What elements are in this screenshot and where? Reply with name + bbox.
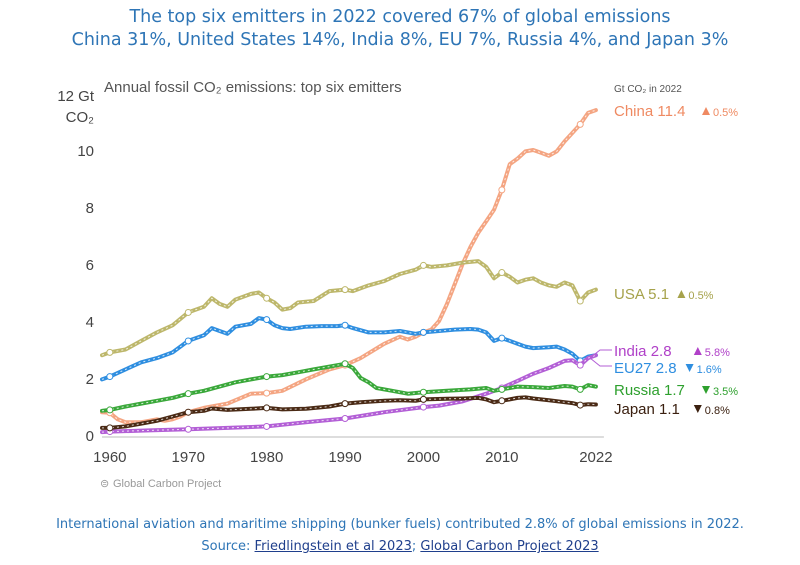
series-label-china: China 11.4 [614,103,685,120]
x-tick-label: 1980 [250,449,283,466]
series-label-india: India 2.8 [614,343,672,360]
series-marker-india [419,403,427,411]
y-tick-label: 2 [86,371,94,388]
series-line-dots-usa [101,260,597,356]
series-label-russia: Russia 1.7 [614,382,685,399]
series-marker-eu27 [184,337,192,345]
chart-subtitle: Annual fossil CO₂ emissions: top six emi… [104,79,402,96]
y-tick-label: 10 [77,143,94,160]
series-marker-india [576,361,584,369]
headline-title: The top six emitters in 2022 covered 67%… [129,7,671,27]
series-line-usa [100,259,598,358]
series-marker-japan [341,400,349,408]
series-marker-russia [576,385,584,393]
x-tick-label: 1970 [172,449,205,466]
series-marker-russia [498,385,506,393]
series-marker-usa [419,261,427,269]
series-marker-india [341,414,349,422]
series-marker-china [263,389,271,397]
series-marker-usa [184,308,192,316]
series-line-dots-eu27 [101,317,596,380]
series-change-china: 0.5% [713,107,738,119]
source-link-friedlingstein[interactable]: Friedlingstein et al 2023 [254,539,412,554]
emissions-chart: Annual fossil CO₂ emissions: top six emi… [57,79,738,490]
series-marker-eu27 [498,334,506,342]
series-marker-usa [498,269,506,277]
series-change-india: 5.8% [705,347,730,359]
series-line-eu27 [100,316,598,382]
series-marker-japan [576,401,584,409]
footer-source: Source: Friedlingstein et al 2023; Globa… [0,538,800,556]
series-marker-usa [576,297,584,305]
series-label-eu27: EU27 2.8 [614,360,677,377]
y-tick-label: 8 [86,200,94,217]
y-tick-label: 6 [86,257,94,274]
series-line-dots-japan [102,396,596,429]
series-marker-china [498,186,506,194]
arrow-down-icon [693,405,702,413]
series-marker-japan [419,395,427,403]
series-marker-russia [106,406,114,414]
source-link-gcp[interactable]: Global Carbon Project 2023 [420,539,599,554]
series-marker-japan [498,397,506,405]
series-marker-eu27 [419,328,427,336]
series-change-usa: 0.5% [688,290,713,302]
series-label-usa: USA 5.1 [614,286,669,303]
series-change-japan: 0.8% [705,405,730,417]
arrow-up-icon [702,107,710,115]
y-tick-label: 0 [86,428,94,445]
label-bracket [589,349,612,367]
x-tick-label: 1990 [328,449,361,466]
series-marker-russia [341,360,349,368]
series-marker-eu27 [341,321,349,329]
source-prefix: Source: [201,539,255,554]
headline-subtitle: China 31%, United States 14%, India 8%, … [71,30,729,50]
series-line-dots-china [101,109,597,423]
series-marker-russia [184,390,192,398]
series-change-russia: 3.5% [713,386,738,398]
series-marker-eu27 [263,316,271,324]
series-marker-japan [263,404,271,412]
series-line-dots-russia [101,363,596,412]
series-marker-china [576,120,584,128]
y-axis-label: 12 Gt [57,88,95,105]
series-marker-russia [419,388,427,396]
series-change-eu27: 1.6% [697,364,722,376]
arrow-down-icon [685,364,694,372]
series-marker-russia [263,373,271,381]
chart-credit: Global Carbon Project [113,478,221,490]
series-line-china [100,108,598,425]
series-marker-usa [263,294,271,302]
series-marker-japan [184,408,192,416]
y-tick-label: 4 [86,314,94,331]
series-marker-usa [341,286,349,294]
series-line-japan [100,395,598,430]
arrow-up-icon [677,290,686,298]
series-marker-japan [106,424,114,432]
series-label-japan: Japan 1.1 [614,401,680,418]
legend-header: Gt CO₂ in 2022 [614,84,682,95]
credit-icon: ⊜ [100,478,109,490]
x-tick-label: 2010 [485,449,518,466]
series-marker-eu27 [106,373,114,381]
y-axis-unit: CO₂ [66,109,95,126]
series-marker-india [184,425,192,433]
arrow-up-icon [693,347,702,355]
x-tick-label: 2000 [407,449,440,466]
series-marker-india [263,422,271,430]
series-marker-usa [106,348,114,356]
x-tick-label: 2022 [579,449,612,466]
footer-note: International aviation and maritime ship… [56,517,744,532]
arrow-down-icon [702,386,710,394]
x-tick-label: 1960 [93,449,126,466]
source-separator: ; [411,539,421,554]
series-line-dots-india [101,354,597,433]
